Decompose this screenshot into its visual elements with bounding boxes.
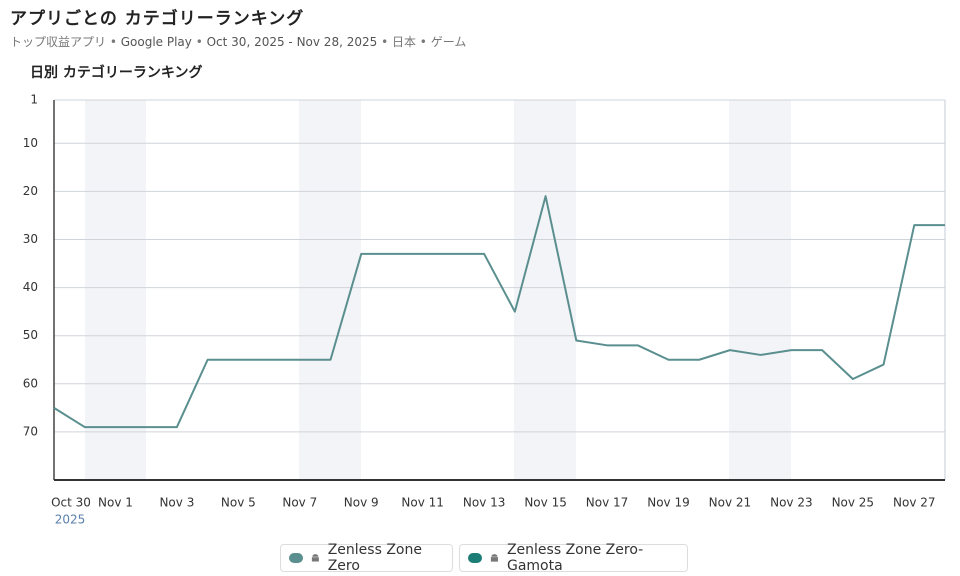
chart: 1 10 20 30 40 50 60 70 Oct 30 Nov 1 Nov 3 Nov 5 Nov … [23, 93, 946, 527]
android-icon [491, 553, 499, 562]
legend-label: Zenless Zone Zero-Gamota [506, 542, 644, 574]
x-tick-label: Nov 19 [647, 496, 690, 510]
x-tick-label: Nov 1 [98, 496, 133, 510]
x-tick-label: Nov 13 [463, 496, 506, 510]
x-tick-label: Nov 9 [344, 496, 379, 510]
y-tick-label: 70 [23, 424, 38, 438]
y-tick-label: 10 [23, 136, 38, 150]
x-tick-label: Nov 3 [159, 496, 194, 510]
x-tick-label: Oct 30 [51, 496, 91, 510]
android-icon [311, 553, 319, 562]
series-line [53, 195, 945, 429]
y-tick-label: 30 [23, 232, 38, 246]
legend-item[interactable]: Zenless Zone Zero-Gamota [459, 542, 688, 574]
header: アプリごとの カテゴリーランキング トップ収益アプリ • Google Play… [10, 4, 466, 50]
subtitle-part: ゲーム [430, 35, 467, 49]
x-tick-label: Nov 25 [832, 496, 875, 510]
x-tick-label: Nov 17 [586, 496, 629, 510]
legend-swatch [468, 553, 483, 563]
x-tick-label: Nov 23 [770, 496, 813, 510]
legend-item[interactable]: Zenless Zone Zero [280, 542, 453, 574]
subtitle-part: Oct 30, 2025 - Nov 28, 2025 [206, 35, 378, 49]
x-tick-label: Nov 7 [282, 496, 317, 510]
legend-swatch [289, 553, 303, 563]
subtitle-part: Google Play [120, 35, 192, 49]
y-tick-label: 50 [23, 328, 38, 342]
y-tick-label: 40 [23, 280, 38, 294]
x-tick-label: Nov 5 [221, 496, 256, 510]
y-tick-label: 1 [30, 93, 38, 107]
x-year-label: 2025 [55, 513, 86, 527]
y-tick-label: 20 [23, 184, 38, 198]
weekend-band [85, 100, 146, 480]
weekend-band [729, 100, 791, 480]
legend-label: Zenless Zone Zero [327, 542, 422, 574]
chart-title: 日別 カテゴリーランキング [30, 65, 203, 81]
x-tick-label: Nov 21 [709, 496, 752, 510]
weekend-band [514, 100, 576, 480]
x-tick-label: Nov 11 [401, 496, 444, 510]
page-title: アプリごとの カテゴリーランキング [10, 9, 305, 29]
x-tick-label: Nov 15 [524, 496, 567, 510]
subtitle-part: 日本 [391, 35, 416, 49]
y-tick-label: 60 [23, 376, 38, 390]
subtitle: トップ収益アプリ • Google Play • Oct 30, 2025 - … [10, 35, 467, 49]
subtitle-part: トップ収益アプリ [10, 35, 107, 49]
x-tick-label: Nov 27 [893, 496, 936, 510]
